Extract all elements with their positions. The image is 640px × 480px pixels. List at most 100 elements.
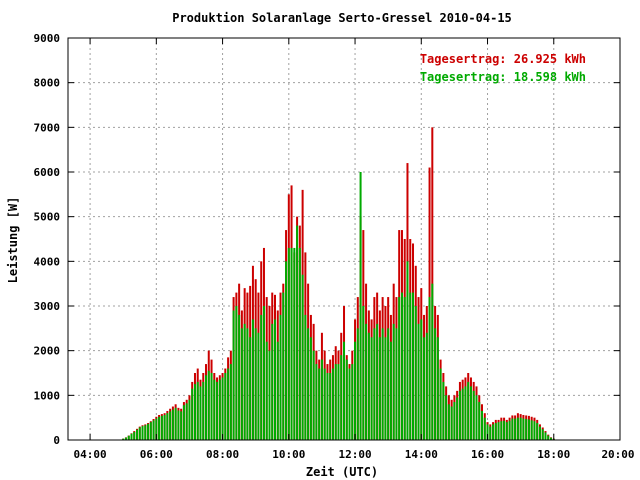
bar-series-2 [522, 418, 525, 440]
bar-series-2 [169, 411, 172, 440]
bar-series-2 [149, 422, 152, 440]
bar-series-2 [122, 438, 125, 440]
bar-series-2 [282, 292, 285, 440]
bar-series-2 [530, 420, 533, 440]
bar-series-2 [127, 435, 130, 440]
bar-series-2 [177, 410, 180, 440]
bar-series-2 [235, 306, 238, 440]
bar-series-2 [406, 261, 409, 440]
bar-series-2 [298, 247, 301, 440]
bar-series-2 [464, 386, 467, 440]
bar-series-2 [182, 405, 185, 440]
bar-series-2 [483, 417, 486, 440]
bar-series-2 [450, 406, 453, 440]
bar-series-2 [193, 384, 196, 440]
legend-yield-red: Tagesertrag: 26.925 kWh [420, 52, 586, 66]
bar-series-2 [428, 297, 431, 440]
bar-series-2 [417, 323, 420, 440]
x-axis-tick-labels: 04:00 06:00 08:00 10:00 12:00 14:00 16:00 18:00… [74, 448, 635, 461]
bar-series-2 [376, 323, 379, 440]
bar-series-2 [348, 368, 351, 440]
x-tick-label: 08:00 [206, 448, 239, 461]
bar-series-2 [312, 350, 315, 440]
bar-series-2 [147, 423, 150, 440]
x-tick-label: 16:00 [471, 448, 504, 461]
bar-series-2 [447, 404, 450, 440]
bar-series-2 [514, 418, 517, 440]
bar-series-2 [227, 368, 230, 440]
bar-series-2 [260, 314, 263, 440]
bar-series-2 [254, 328, 257, 440]
bar-series-2 [124, 437, 127, 440]
legend-yield-green: Tagesertrag: 18.598 kWh [420, 70, 586, 84]
bar-series-2 [257, 332, 260, 440]
bar-series-2 [334, 364, 337, 440]
bar-series-2 [271, 323, 274, 440]
bar-series-2 [185, 403, 188, 440]
bar-series-2 [331, 368, 334, 440]
bar-series-2 [436, 337, 439, 440]
bar-series-2 [550, 437, 553, 440]
series-2-bars [122, 172, 555, 440]
bar-series-2 [293, 247, 296, 440]
bar-series-2 [469, 386, 472, 440]
bar-series-2 [434, 328, 437, 440]
bar-series-2 [287, 247, 290, 440]
bar-series-2 [144, 425, 147, 440]
bar-series-2 [301, 274, 304, 440]
bar-series-2 [503, 420, 506, 440]
bar-series-2 [486, 424, 489, 440]
bar-series-2 [318, 368, 321, 440]
bar-series-2 [414, 306, 417, 440]
bar-series-2 [362, 306, 365, 440]
bar-series-2 [445, 395, 448, 440]
bar-series-2 [381, 328, 384, 440]
bar-series-2 [210, 373, 213, 440]
x-axis-label: Zeit (UTC) [306, 465, 378, 479]
bar-series-2 [541, 429, 544, 440]
bar-series-2 [265, 341, 268, 440]
bar-series-2 [307, 328, 310, 440]
bar-series-2 [160, 415, 163, 440]
bar-series-2 [229, 364, 232, 440]
x-tick-label: 06:00 [140, 448, 173, 461]
y-tick-label: 8000 [34, 77, 61, 90]
bar-series-2 [249, 337, 252, 440]
bar-series-2 [221, 377, 224, 440]
bar-series-2 [133, 431, 136, 440]
bar-series-2 [202, 381, 205, 440]
bar-series-2 [354, 341, 357, 440]
bar-series-2 [370, 337, 373, 440]
bar-series-2 [458, 390, 461, 440]
bar-series-2 [296, 225, 299, 440]
bar-series-2 [171, 409, 174, 440]
bar-series-2 [163, 414, 166, 440]
bar-series-2 [384, 337, 387, 440]
bar-series-2 [315, 364, 318, 440]
y-tick-label: 2000 [34, 345, 61, 358]
bar-series-2 [199, 386, 202, 440]
bar-series-2 [251, 319, 254, 440]
bar-series-2 [389, 341, 392, 440]
y-axis-label: Leistung [W] [6, 197, 20, 284]
bar-series-2 [155, 418, 158, 440]
axis-ticks [68, 37, 621, 441]
bar-series-2 [508, 420, 511, 440]
bar-series-2 [262, 306, 265, 440]
bar-series-2 [527, 419, 530, 440]
bar-series-2 [246, 328, 249, 440]
x-tick-label: 14:00 [405, 448, 438, 461]
bar-series-2 [453, 402, 456, 440]
bar-series-2 [196, 381, 199, 440]
bar-series-2 [525, 419, 528, 440]
y-tick-label: 4000 [34, 255, 61, 268]
bar-series-2 [174, 407, 177, 440]
y-tick-label: 6000 [34, 166, 61, 179]
bar-series-2 [207, 370, 210, 440]
bar-series-2 [273, 319, 276, 440]
bar-series-2 [409, 292, 412, 440]
x-tick-label: 18:00 [537, 448, 570, 461]
bar-series-2 [216, 381, 219, 440]
bar-series-2 [425, 332, 428, 440]
bar-series-2 [400, 292, 403, 440]
